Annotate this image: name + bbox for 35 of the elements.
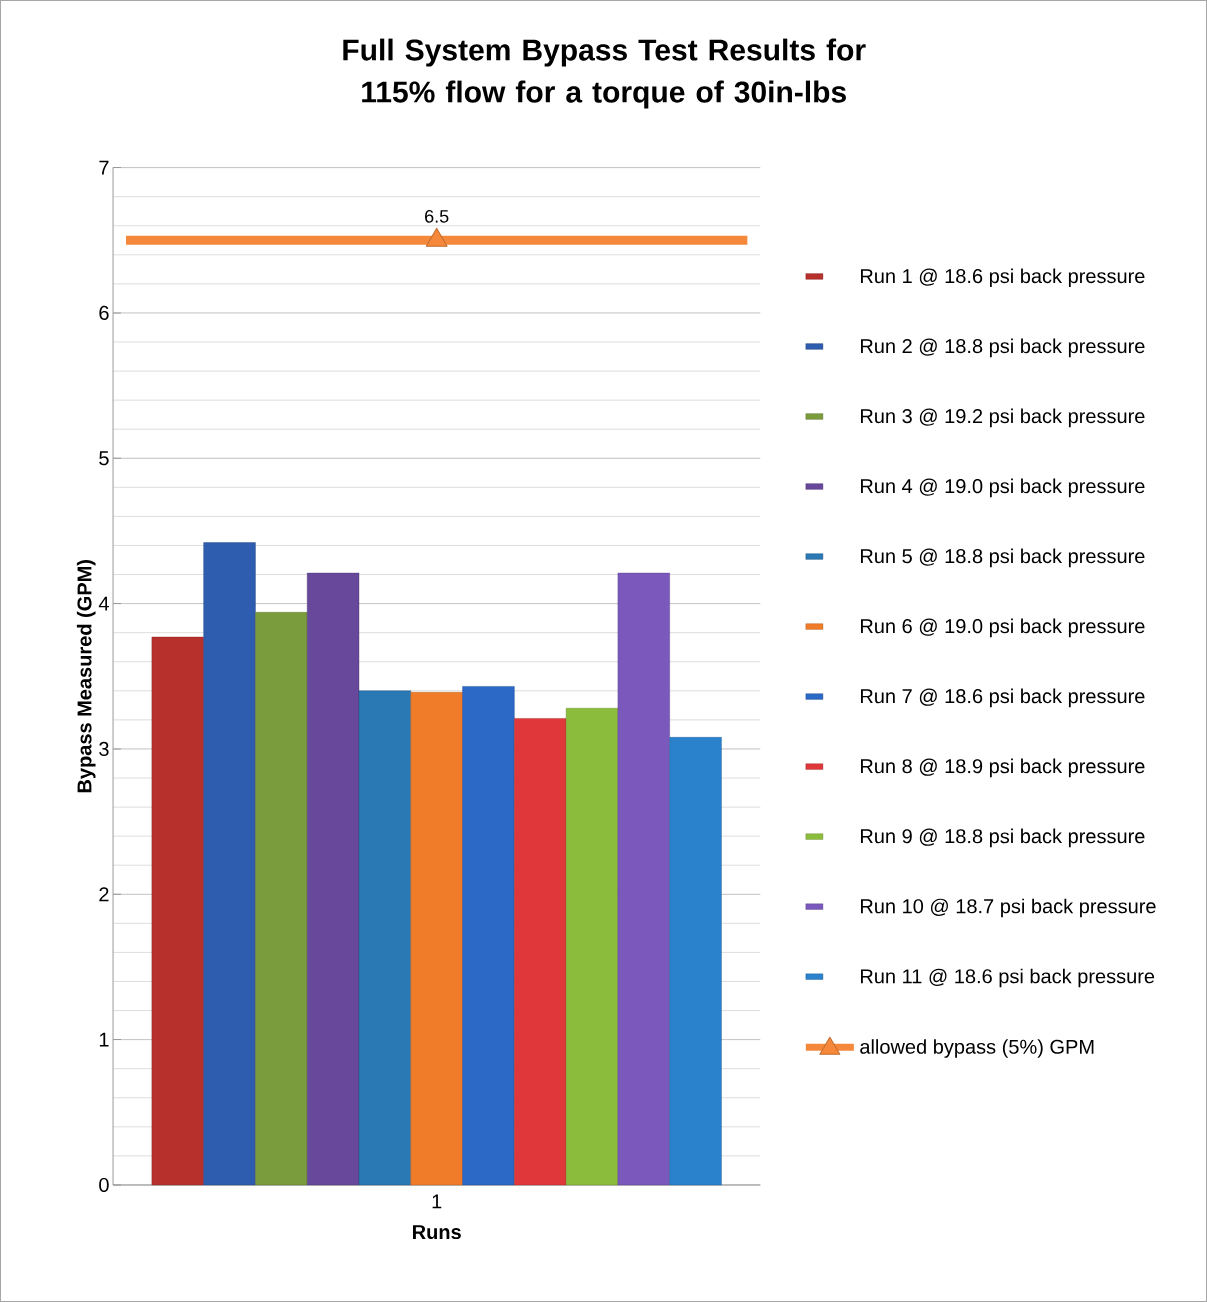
bar bbox=[617, 572, 670, 1186]
legend-label: allowed bypass (5%) GPM bbox=[860, 1039, 1094, 1058]
bar bbox=[565, 708, 619, 1186]
y-tick-label: 4 bbox=[98, 596, 109, 611]
legend-label: Run 9 @ 18.8 psi back pressure bbox=[861, 828, 1145, 848]
bar bbox=[410, 692, 463, 1186]
y-tick-label: 3 bbox=[99, 741, 109, 757]
data-label: 6.5 bbox=[425, 209, 449, 223]
bar bbox=[255, 612, 308, 1186]
bar bbox=[358, 690, 411, 1186]
bar bbox=[462, 686, 515, 1186]
y-tick-label: 7 bbox=[99, 160, 109, 175]
y-axis-title: Bypass Measured (GPM) bbox=[76, 560, 96, 793]
bar bbox=[514, 718, 567, 1186]
y-tick-label: 1 bbox=[99, 1032, 109, 1047]
bar bbox=[203, 542, 256, 1186]
legend-label: Run 7 @ 18.6 psi back pressure bbox=[861, 688, 1145, 708]
legend-label: Run 2 @ 18.8 psi back pressure bbox=[861, 338, 1145, 358]
y-tick-label: 2 bbox=[99, 887, 109, 902]
legend-label: Run 10 @ 18.7 psi back pressure bbox=[861, 898, 1156, 918]
chart-title: Full System Bypass Test Results for 115% flow for a torque of 30in-lbs bbox=[343, 38, 866, 109]
y-tick-label: 0 bbox=[99, 1177, 109, 1193]
legend-label: Run 1 @ 18.6 psi back pressure bbox=[861, 268, 1145, 288]
bar bbox=[151, 636, 204, 1186]
legend-label: Run 11 @ 18.6 psi back pressure bbox=[861, 968, 1155, 988]
legend-label: Run 4 @ 19.0 psi back pressure bbox=[861, 478, 1145, 498]
y-tick-label: 6 bbox=[99, 305, 109, 321]
legend-label: Run 8 @ 18.9 psi back pressure bbox=[861, 758, 1145, 778]
bar bbox=[669, 737, 722, 1186]
y-tick-label: 5 bbox=[99, 451, 109, 466]
legend-label: Run 5 @ 18.8 psi back pressure bbox=[861, 548, 1145, 568]
legend-label: Run 6 @ 19.0 psi back pressure bbox=[861, 618, 1145, 638]
x-axis-title: Runs bbox=[413, 1225, 461, 1240]
bar bbox=[307, 572, 360, 1186]
legend-label: Run 3 @ 19.2 psi back pressure bbox=[861, 408, 1145, 428]
